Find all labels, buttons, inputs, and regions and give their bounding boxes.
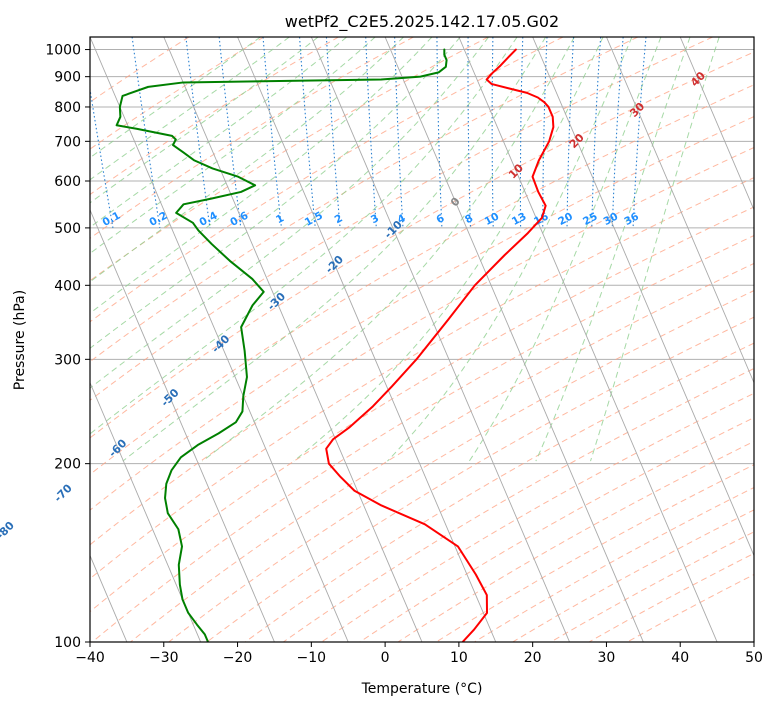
x-tick-label: −10 [297, 650, 327, 666]
y-tick-label: 700 [54, 134, 81, 150]
x-tick-label: 0 [381, 650, 390, 666]
temperature-profile-line [325, 48, 555, 642]
moist-adiabat-line [535, 37, 691, 462]
moist-adiabat-line [590, 37, 720, 462]
dry-adiabat-line [244, 342, 754, 642]
dry-adiabat-line [90, 146, 754, 546]
moist-adiabat-line [202, 37, 575, 462]
isotherm-line [458, 37, 718, 642]
isotherm-line [163, 37, 423, 642]
moist-adiabat-line [387, 37, 633, 462]
dry-adiabat-line [130, 262, 754, 642]
y-tick-label: 400 [54, 278, 81, 294]
moist-adiabat-line [122, 37, 547, 462]
y-axis-label: Pressure (hPa) [12, 290, 28, 390]
x-tick-label: 40 [671, 650, 689, 666]
y-tick-label: 100 [54, 635, 81, 651]
isotherm-line [90, 381, 202, 642]
mixing-ratio-line [218, 37, 242, 228]
x-tick-label: −40 [75, 650, 105, 666]
mixing-ratio-line [131, 37, 161, 228]
moist-adiabat-line [90, 37, 347, 228]
x-tick-label: 20 [524, 650, 542, 666]
moist-adiabat-line [90, 37, 261, 159]
isotherm-line [90, 208, 275, 642]
mixing-ratio-lines [90, 37, 647, 228]
moist-adiabat-line [90, 37, 404, 283]
y-tick-label: 800 [54, 100, 81, 116]
moist-adiabat-line [468, 37, 662, 462]
moist-adiabats [90, 37, 720, 462]
dry-adiabat-line [283, 367, 754, 642]
dry-adiabat-line [206, 316, 754, 642]
isotherm-line [90, 37, 349, 642]
mixing-ratio-line [90, 85, 114, 228]
gridlines [90, 49, 754, 642]
isotherm-line [384, 37, 644, 642]
dry-adiabat-line [90, 51, 754, 439]
y-tick-label: 300 [54, 352, 81, 368]
x-tick-label: 50 [745, 650, 763, 666]
isotherm-line [532, 37, 754, 557]
moist-adiabat-line [90, 37, 433, 314]
x-axis: −40 −30 −20 −10 0 10 20 30 40 50 [75, 642, 763, 666]
isotherm-line [679, 37, 754, 212]
dry-adiabat-line [90, 37, 639, 363]
dry-adiabat-line [168, 290, 754, 642]
y-tick-label: 500 [54, 221, 81, 237]
dry-adiabat-line [90, 84, 754, 476]
dry-adiabat-line [90, 116, 754, 511]
x-tick-label: −20 [223, 650, 253, 666]
profile-series [115, 48, 555, 642]
dry-adiabat-line [90, 37, 564, 323]
isotherm-line [237, 37, 497, 642]
dewpoint-profile-line [115, 48, 448, 642]
x-tick-label: −30 [149, 650, 179, 666]
moist-adiabat-line [90, 37, 376, 255]
isotherm-line [310, 37, 570, 642]
y-tick-label: 900 [54, 70, 81, 86]
y-tick-label: 200 [54, 457, 81, 473]
skewed-isotherms [90, 37, 754, 642]
isotherm-line [606, 37, 754, 384]
y-axis: 100 200 300 400 500 600 700 800 900 1000 [45, 43, 90, 651]
dry-adiabat-line [321, 392, 754, 642]
plot-frame [89, 36, 755, 643]
y-tick-label: 1000 [45, 43, 81, 59]
moist-adiabat-line [90, 37, 290, 181]
moist-adiabat-line [293, 37, 604, 462]
x-tick-label: 30 [598, 650, 616, 666]
mixing-ratio-line [185, 37, 211, 228]
dry-adiabat-line [90, 37, 414, 239]
moist-adiabat-line [90, 37, 461, 349]
dry-adiabat-line [90, 206, 754, 613]
x-tick-label: 10 [450, 650, 468, 666]
y-tick-label: 600 [54, 174, 81, 190]
x-axis-label: Temperature (°C) [361, 681, 483, 697]
moist-adiabat-line [90, 37, 319, 204]
dry-adiabat-line [91, 234, 754, 642]
chart-title: wetPf2_C2E5.2025.142.17.05.G02 [285, 12, 559, 32]
